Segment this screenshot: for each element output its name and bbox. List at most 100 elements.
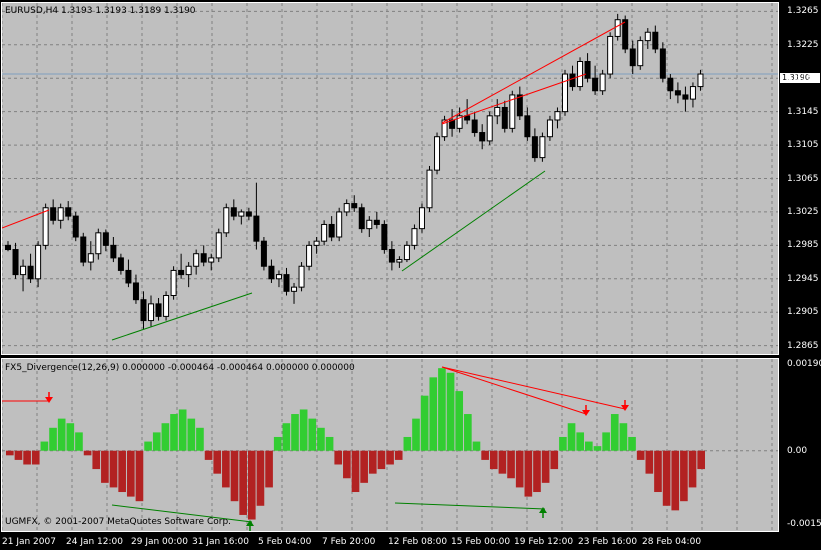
candle-body bbox=[674, 90, 681, 96]
candle-body bbox=[5, 244, 11, 251]
candle-body bbox=[561, 73, 568, 113]
price-tick-label: 1.3065 bbox=[787, 173, 819, 184]
candle-body bbox=[253, 215, 260, 242]
histogram-bar bbox=[515, 450, 524, 488]
price-tick-label: 1.3025 bbox=[787, 206, 819, 217]
candle-body bbox=[689, 86, 696, 100]
price-tick-label: 1.3185 bbox=[787, 73, 819, 84]
indicator-pane[interactable]: FX5_Divergence(12,26,9) 0.000000 -0.0004… bbox=[1, 358, 779, 532]
candle-body bbox=[584, 61, 591, 79]
histogram-bar bbox=[610, 414, 619, 451]
candle-body bbox=[57, 207, 64, 221]
candle-body bbox=[599, 73, 606, 92]
candle-body bbox=[80, 236, 87, 263]
candle-body bbox=[170, 269, 177, 296]
candle-body bbox=[373, 219, 380, 225]
divergence-line bbox=[441, 366, 626, 410]
histogram-bar bbox=[152, 432, 161, 451]
histogram-bar bbox=[446, 372, 455, 451]
histogram-bar bbox=[541, 450, 550, 483]
histogram-bar bbox=[343, 450, 351, 479]
histogram-bar bbox=[368, 450, 377, 474]
time-tick-label: 21 Jan 2007 bbox=[2, 537, 56, 547]
price-chart-svg bbox=[2, 3, 778, 354]
candle-body bbox=[306, 244, 313, 267]
candle-body bbox=[403, 244, 410, 261]
histogram-bar bbox=[161, 423, 170, 451]
candle-body bbox=[125, 269, 132, 284]
price-tick-label: 1.3265 bbox=[787, 6, 819, 17]
candle-body bbox=[230, 207, 237, 217]
candle-body bbox=[328, 223, 335, 238]
histogram-bar bbox=[196, 427, 204, 451]
candle-body bbox=[27, 265, 34, 280]
divergence-line bbox=[441, 366, 587, 415]
candle-body bbox=[291, 286, 298, 292]
candle-body bbox=[117, 257, 124, 271]
candle-body bbox=[238, 211, 245, 217]
histogram-bar bbox=[299, 409, 308, 451]
histogram-bar bbox=[636, 450, 645, 460]
candle-body bbox=[65, 207, 72, 217]
candle-body bbox=[539, 136, 546, 159]
histogram-bar bbox=[455, 391, 464, 451]
histogram-bar bbox=[135, 450, 144, 502]
histogram-bar bbox=[31, 450, 40, 465]
histogram-bar bbox=[187, 418, 196, 451]
candle-body bbox=[426, 169, 433, 209]
candle-body bbox=[494, 106, 501, 117]
histogram-bar bbox=[178, 409, 187, 451]
time-tick-label: 29 Jan 00:00 bbox=[131, 537, 188, 547]
histogram-bar bbox=[351, 450, 360, 493]
candle-body bbox=[464, 115, 471, 121]
candle-body bbox=[622, 19, 629, 50]
histogram-bar bbox=[429, 377, 438, 451]
trend-line bbox=[441, 73, 587, 125]
candle-body bbox=[163, 295, 170, 317]
candle-body bbox=[652, 31, 659, 50]
histogram-bar bbox=[671, 450, 680, 511]
candle-body bbox=[35, 244, 42, 280]
histogram-bar bbox=[680, 450, 688, 502]
candle-body bbox=[577, 61, 584, 88]
histogram-bar bbox=[481, 450, 489, 460]
histogram-bar bbox=[92, 450, 101, 470]
candle-body bbox=[245, 211, 252, 217]
indicator-svg bbox=[2, 359, 778, 531]
price-chart-pane[interactable]: EURUSD,H4 1.3193 1.3193 1.3189 1.3190 bbox=[1, 2, 779, 355]
histogram-bar bbox=[126, 450, 135, 497]
histogram-bar bbox=[101, 450, 109, 483]
candle-body bbox=[185, 265, 192, 276]
histogram-bar bbox=[282, 423, 291, 451]
candle-body bbox=[102, 232, 109, 246]
histogram-bar bbox=[412, 418, 420, 451]
candle-body bbox=[501, 106, 508, 129]
histogram-bar bbox=[585, 441, 593, 451]
histogram-bar bbox=[49, 427, 57, 451]
histogram-bar bbox=[118, 450, 126, 493]
candle-body bbox=[569, 73, 576, 88]
candle-body bbox=[358, 207, 365, 230]
time-tick-label: 15 Feb 00:00 bbox=[451, 537, 511, 547]
time-tick-label: 24 Jan 12:00 bbox=[66, 537, 123, 547]
price-tick-label: 1.3225 bbox=[787, 39, 819, 50]
histogram-bar bbox=[204, 450, 213, 460]
indicator-title: FX5_Divergence(12,26,9) 0.000000 -0.0004… bbox=[5, 363, 355, 373]
histogram-bar bbox=[559, 436, 567, 451]
candle-body bbox=[110, 244, 117, 259]
histogram-bar bbox=[360, 450, 368, 483]
candle-body bbox=[20, 265, 27, 276]
candle-body bbox=[381, 223, 388, 251]
histogram-bar bbox=[144, 441, 152, 451]
histogram-bar bbox=[317, 427, 325, 451]
histogram-bar bbox=[507, 450, 515, 479]
candle-body bbox=[200, 253, 207, 263]
candle-body bbox=[260, 240, 267, 267]
histogram-bar bbox=[265, 450, 273, 488]
histogram-bar bbox=[576, 432, 585, 451]
divergence-line bbox=[394, 502, 546, 510]
indicator-tick-label: 0.00190 bbox=[787, 358, 821, 369]
candle-body bbox=[283, 274, 290, 292]
copyright-label: UGMFX, © 2001-2007 MetaQuotes Software C… bbox=[5, 517, 232, 527]
candle-body bbox=[441, 119, 448, 138]
